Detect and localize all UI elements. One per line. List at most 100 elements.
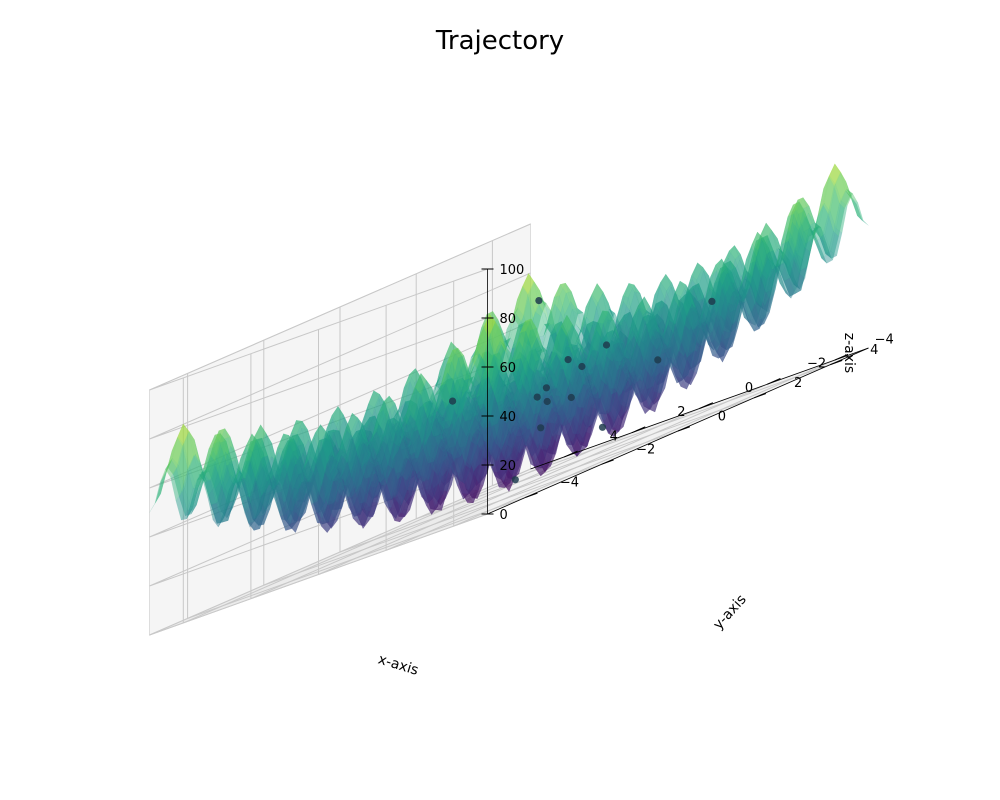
surface-patch bbox=[286, 450, 299, 495]
surface-patch bbox=[223, 480, 235, 513]
surface-patch bbox=[230, 436, 242, 479]
surface-patch bbox=[228, 469, 241, 491]
surface-patch bbox=[272, 433, 284, 466]
surface-patch bbox=[370, 469, 383, 498]
surface-patch bbox=[343, 418, 356, 448]
surface-patch bbox=[327, 479, 340, 519]
surface-patch bbox=[347, 455, 360, 467]
surface-patch bbox=[315, 448, 328, 475]
surface-patch bbox=[369, 447, 382, 472]
surface-patch bbox=[372, 439, 384, 485]
surface-patch bbox=[316, 479, 329, 519]
surface-patch bbox=[309, 472, 322, 482]
surface-patch bbox=[351, 421, 363, 469]
surface-patch bbox=[207, 487, 219, 521]
surface-patch bbox=[309, 432, 322, 464]
surface-patch bbox=[326, 431, 338, 468]
surface-patch bbox=[341, 477, 354, 519]
z-tick-label: 20 bbox=[500, 459, 517, 474]
surface-patch bbox=[359, 476, 371, 505]
surface-patch bbox=[328, 482, 340, 523]
z-axis-label: z-axis bbox=[841, 333, 857, 373]
surface-patch bbox=[289, 440, 301, 466]
surface-patch bbox=[338, 418, 351, 453]
surface-patch bbox=[340, 469, 352, 490]
surface-patch bbox=[310, 488, 323, 519]
surface-patch bbox=[368, 390, 380, 408]
trajectory-point bbox=[654, 356, 662, 364]
surface-patch bbox=[239, 441, 251, 482]
grid-line-y-floor bbox=[187, 496, 526, 619]
surface-patch bbox=[316, 485, 328, 525]
surface-patch bbox=[365, 461, 378, 495]
surface bbox=[149, 163, 869, 534]
surface-patch bbox=[319, 438, 332, 468]
surface-patch bbox=[194, 439, 206, 486]
surface-patch bbox=[220, 502, 233, 519]
surface-patch bbox=[226, 493, 239, 519]
surface-patch bbox=[301, 479, 313, 518]
surface-patch bbox=[324, 458, 337, 482]
surface-patch bbox=[344, 452, 356, 488]
surface-patch bbox=[334, 462, 346, 503]
surface-patch bbox=[256, 444, 269, 476]
surface-patch bbox=[376, 449, 389, 480]
surface-patch bbox=[161, 458, 173, 481]
surface-patch bbox=[327, 452, 340, 483]
surface-patch bbox=[346, 412, 358, 432]
surface-patch bbox=[321, 440, 334, 463]
surface-patch bbox=[309, 452, 321, 494]
surface-patch bbox=[323, 434, 335, 458]
surface-patch bbox=[288, 438, 300, 468]
surface-patch bbox=[333, 430, 346, 452]
surface-patch bbox=[345, 442, 358, 478]
surface-patch bbox=[282, 434, 295, 469]
surface-patch bbox=[336, 483, 348, 515]
surface-patch bbox=[331, 405, 344, 424]
surface-patch bbox=[275, 455, 288, 486]
surface-patch bbox=[204, 453, 216, 482]
surface-patch bbox=[261, 437, 274, 475]
surface-patch bbox=[305, 481, 317, 506]
surface-patch bbox=[382, 438, 395, 484]
surface-patch bbox=[221, 464, 233, 504]
surface-patch bbox=[202, 462, 215, 475]
surface-patch bbox=[245, 433, 258, 459]
surface-patch bbox=[253, 490, 265, 527]
surface-patch bbox=[237, 482, 249, 524]
surface-patch bbox=[282, 484, 294, 508]
surface-patch bbox=[175, 490, 188, 521]
surface-patch bbox=[313, 458, 326, 468]
surface-patch bbox=[269, 466, 282, 510]
surface-patch bbox=[292, 473, 304, 503]
surface-patch bbox=[303, 438, 315, 469]
surface-patch bbox=[361, 441, 373, 466]
surface-patch bbox=[250, 437, 262, 442]
surface-patch bbox=[356, 486, 368, 510]
surface-patch bbox=[154, 472, 167, 504]
surface-patch bbox=[261, 456, 273, 482]
surface-patch bbox=[236, 482, 249, 513]
surface-patch bbox=[333, 431, 345, 474]
surface-patch bbox=[231, 468, 243, 488]
surface-patch bbox=[309, 489, 322, 527]
surface-patch bbox=[338, 471, 350, 487]
surface-patch bbox=[327, 429, 339, 469]
surface-patch bbox=[320, 424, 332, 446]
surface-patch bbox=[244, 502, 256, 528]
surface-patch bbox=[262, 455, 274, 480]
surface-patch bbox=[341, 469, 353, 509]
surface-patch bbox=[292, 473, 304, 510]
surface-patch bbox=[319, 507, 332, 529]
surface-patch bbox=[265, 455, 277, 488]
surface-patch bbox=[368, 490, 381, 521]
surface-patch bbox=[272, 479, 284, 505]
surface-patch bbox=[308, 458, 321, 473]
surface-patch bbox=[328, 431, 341, 471]
surface-patch bbox=[350, 428, 363, 440]
surface-patch bbox=[252, 440, 264, 476]
surface-patch bbox=[339, 468, 352, 493]
surface-patch bbox=[218, 503, 230, 528]
surface-patch bbox=[255, 447, 268, 492]
surface-patch bbox=[351, 436, 364, 480]
